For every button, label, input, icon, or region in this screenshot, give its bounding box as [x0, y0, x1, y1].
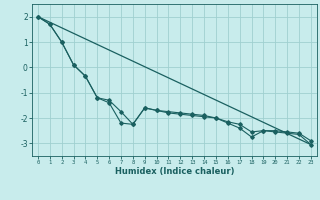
X-axis label: Humidex (Indice chaleur): Humidex (Indice chaleur) [115, 167, 234, 176]
